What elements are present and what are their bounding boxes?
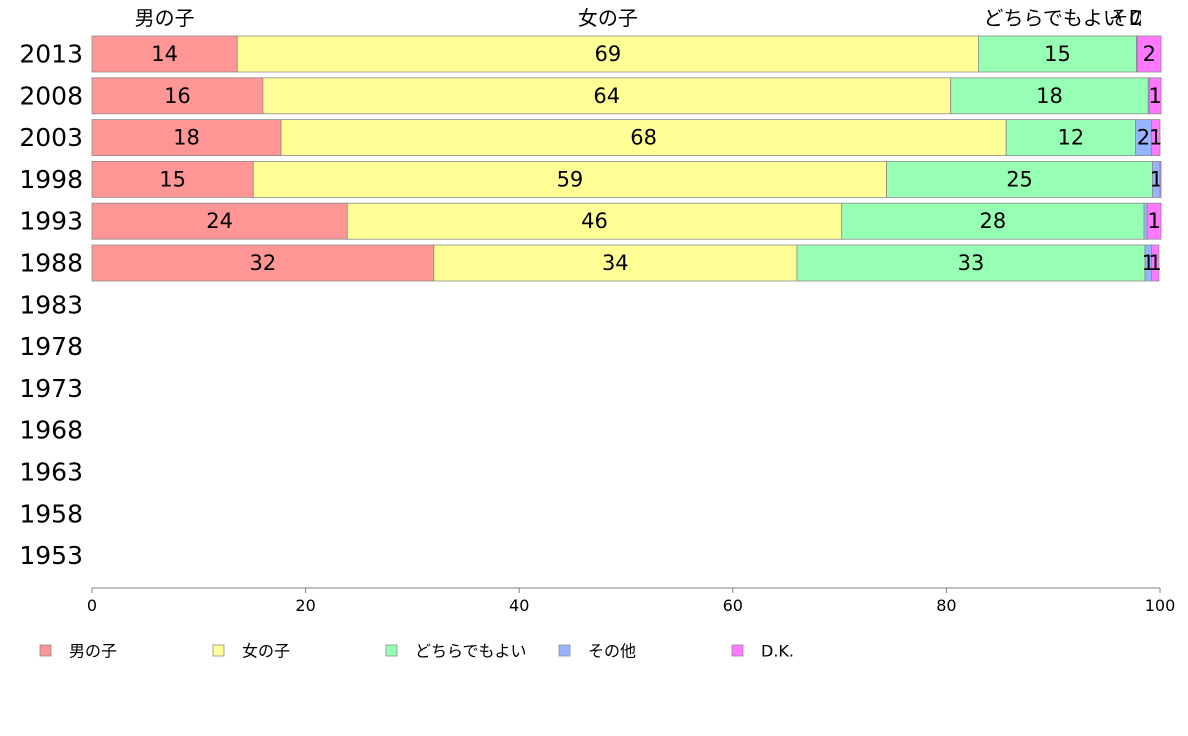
bar-1998-series-1 <box>252 160 887 198</box>
top-label-4: D.K. <box>1129 6 1170 30</box>
bar-label-1993-series-0: 24 <box>206 209 233 233</box>
legend-label-1: 女の子 <box>242 642 290 661</box>
bar-label-1998-series-2: 25 <box>1006 167 1033 191</box>
year-label-1953: 1953 <box>19 541 83 570</box>
bar-1993-series-1 <box>346 202 843 240</box>
bar-label-2003-series-4: 1 <box>1149 126 1162 150</box>
legend-label-4: D.K. <box>761 642 794 661</box>
bar-1988-series-2 <box>796 244 1146 282</box>
bar-2013-series-0 <box>91 35 238 73</box>
bar-1988-series-4 <box>1151 244 1160 282</box>
bar-2003-series-0 <box>91 119 282 156</box>
legend: 男の子 女の子 どちらでもよい その他 D.K. <box>39 642 794 661</box>
year-label-1988: 1988 <box>19 249 83 278</box>
bar-2013-series-1 <box>236 35 979 73</box>
x-tick-label-60: 60 <box>723 596 743 615</box>
bar-label-1998-series-1: 59 <box>557 167 584 191</box>
year-label-2003: 2003 <box>19 123 83 152</box>
legend-swatch-0 <box>39 644 52 657</box>
bar-label-1993-series-2: 28 <box>979 209 1006 233</box>
x-tick-label-40: 40 <box>509 596 529 615</box>
bar-label-2013-series-2: 15 <box>1044 42 1071 66</box>
bar-1998-series-2 <box>886 160 1153 198</box>
legend-swatch-4 <box>731 644 744 657</box>
top-label-2: どちらでもよい <box>983 6 1122 30</box>
legend-label-3: その他 <box>588 642 636 661</box>
bar-label-2008-series-4: 1 <box>1149 84 1162 108</box>
bar-2013-series-2 <box>978 35 1137 73</box>
top-label-1: 女の子 <box>578 6 638 30</box>
bar-label-2013-series-4: 2 <box>1143 42 1156 66</box>
x-tick-label-0: 0 <box>87 596 97 615</box>
bar-label-2013-series-0: 14 <box>151 42 178 66</box>
bar-label-2008-series-0: 16 <box>164 84 191 108</box>
year-labels: 2013 2008 2003 1998 1993 1988 1983 1978 1973 1968… <box>19 40 83 571</box>
top-label-0: 男の子 <box>135 6 195 30</box>
bar-1993-series-2 <box>841 202 1145 240</box>
year-label-1978: 1978 <box>19 332 83 361</box>
bar-label-1988-series-2: 33 <box>958 251 985 275</box>
legend-label-2: どちらでもよい <box>415 642 527 661</box>
bar-label-2003-series-0: 18 <box>173 126 200 150</box>
bar-2008-series-4 <box>1148 77 1162 115</box>
bar-label-1993-series-4: 1 <box>1147 209 1160 233</box>
bar-2003-series-2 <box>1005 119 1136 156</box>
year-label-1993: 1993 <box>19 207 83 236</box>
legend-label-0: 男の子 <box>69 642 117 661</box>
year-label-2013: 2013 <box>19 40 83 69</box>
bar-label-1988-series-0: 32 <box>250 251 277 275</box>
bar-label-1988-series-1: 34 <box>602 251 629 275</box>
year-label-1973: 1973 <box>19 374 83 403</box>
bar-2003-series-4 <box>1151 119 1161 156</box>
legend-swatch-1 <box>212 644 225 657</box>
bar-1993-series-4 <box>1146 202 1162 240</box>
year-label-2008: 2008 <box>19 81 83 110</box>
year-label-1983: 1983 <box>19 290 83 319</box>
bar-1993-series-0 <box>91 202 348 240</box>
bar-1998-series-4 <box>1159 160 1162 198</box>
bar-label-2013-series-1: 69 <box>594 42 621 66</box>
bar-label-2003-series-3: 2 <box>1137 126 1150 150</box>
x-tick-label-20: 20 <box>295 596 315 615</box>
bar-label-2008-series-2: 18 <box>1036 84 1063 108</box>
x-tick-label-100: 100 <box>1145 596 1176 615</box>
x-axis: 0 20 40 60 80 100 <box>87 587 1176 615</box>
bar-label-1988-series-4: 1 <box>1149 251 1162 275</box>
bar-2008-series-0 <box>91 77 264 115</box>
bar-label-2003-series-1: 68 <box>630 126 657 150</box>
bar-label-2008-series-1: 64 <box>593 84 620 108</box>
bar-label-1993-series-1: 46 <box>581 209 608 233</box>
bar-1988-series-0 <box>91 244 435 282</box>
bar-2008-series-1 <box>262 77 952 115</box>
bar-1988-series-1 <box>433 244 798 282</box>
year-label-1963: 1963 <box>19 458 83 487</box>
x-tick-label-80: 80 <box>936 596 956 615</box>
year-label-1958: 1958 <box>19 499 83 528</box>
legend-swatch-3 <box>558 644 571 657</box>
top-label-3: その他 <box>1109 6 1169 30</box>
bar-label-1998-series-0: 15 <box>159 167 186 191</box>
bar-1998-series-0 <box>91 160 254 198</box>
legend-swatch-2 <box>385 644 398 657</box>
year-label-1998: 1998 <box>19 165 83 194</box>
bar-2013-series-4 <box>1137 35 1162 73</box>
year-label-1968: 1968 <box>19 416 83 445</box>
bar-2008-series-2 <box>950 77 1149 115</box>
bar-label-2003-series-2: 12 <box>1057 126 1084 150</box>
